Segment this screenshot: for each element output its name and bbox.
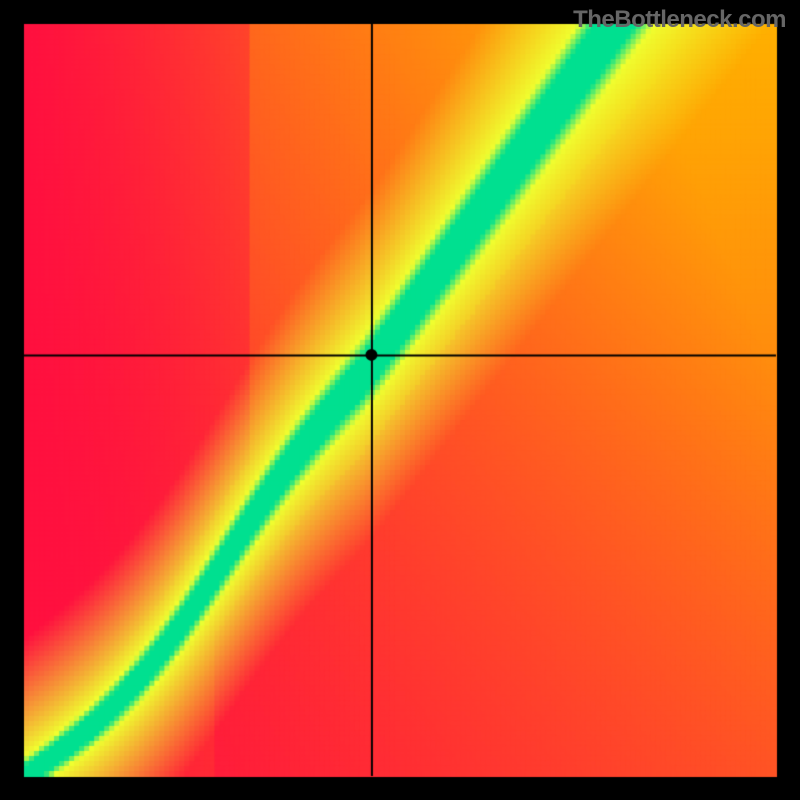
watermark-label: TheBottleneck.com	[573, 6, 786, 34]
bottleneck-chart: TheBottleneck.com	[0, 0, 800, 800]
heatmap-plot	[0, 0, 800, 800]
